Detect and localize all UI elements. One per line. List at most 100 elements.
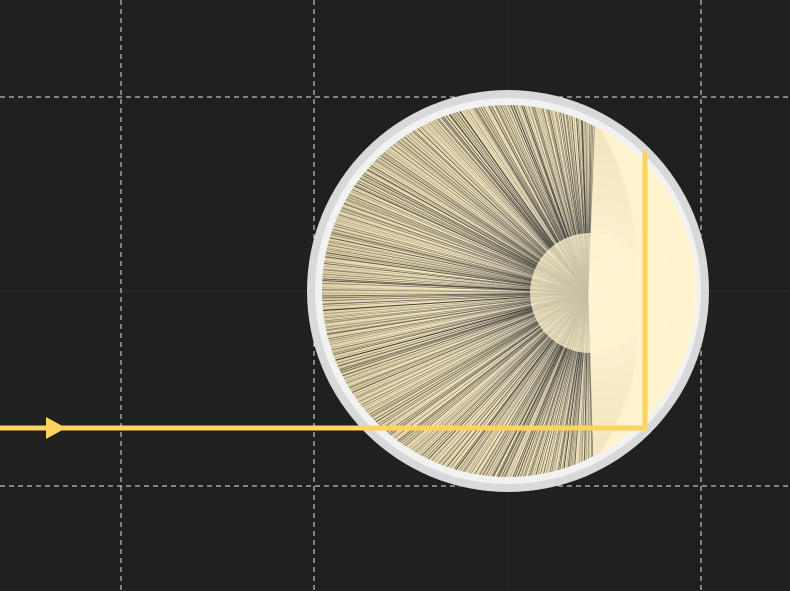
- fiber-line: [322, 163, 589, 294]
- fiber-line: [356, 105, 589, 294]
- fiber-line: [322, 292, 589, 409]
- fiber-line: [420, 292, 589, 477]
- fiber-line: [469, 292, 589, 477]
- fiber-line: [509, 292, 589, 477]
- lens-bright-crescent: [600, 128, 697, 454]
- fiber-line: [322, 292, 589, 415]
- lens-fiber-bundle: [322, 105, 650, 477]
- fiber-line: [492, 292, 589, 477]
- light-beam: [0, 152, 648, 431]
- fiber-line: [533, 105, 589, 294]
- fiber-line: [361, 105, 589, 294]
- fiber-line: [322, 292, 589, 327]
- fiber-line: [322, 292, 589, 357]
- fiber-line: [322, 292, 589, 477]
- fiber-line: [376, 292, 589, 477]
- fiber-line: [449, 292, 589, 477]
- fiber-line: [383, 105, 589, 294]
- fiber-line: [348, 292, 589, 477]
- fiber-line: [322, 239, 589, 294]
- fiber-line: [371, 105, 589, 294]
- fiber-line: [322, 105, 589, 294]
- fiber-line: [322, 292, 589, 370]
- fiber-line: [390, 105, 589, 294]
- fiber-line: [322, 152, 589, 294]
- fiber-line: [448, 105, 589, 294]
- light-path: [0, 152, 648, 439]
- fiber-line: [449, 292, 589, 477]
- fiber-line: [322, 292, 589, 416]
- fiber-line: [516, 105, 589, 294]
- fiber-line: [334, 292, 589, 477]
- fiber-line: [322, 166, 589, 294]
- fiber-line: [322, 280, 589, 294]
- fiber-line: [322, 292, 589, 392]
- fiber-line: [407, 292, 589, 477]
- fiber-line: [322, 212, 589, 294]
- fiber-line: [411, 292, 589, 477]
- lens: [307, 90, 709, 492]
- fiber-line: [341, 292, 589, 477]
- fiber-line: [380, 292, 589, 477]
- fiber-line: [335, 105, 589, 294]
- fiber-line: [322, 257, 589, 294]
- fiber-line: [322, 242, 589, 294]
- lens-fill: [322, 105, 694, 477]
- fiber-line: [479, 105, 589, 294]
- fiber-line: [322, 292, 589, 309]
- fiber-line: [329, 292, 589, 477]
- fiber-line: [322, 292, 589, 433]
- fiber-line: [322, 292, 589, 317]
- fiber-line: [503, 105, 589, 294]
- fiber-line: [489, 292, 589, 477]
- fiber-line: [322, 292, 589, 359]
- focus-glow: [530, 233, 650, 353]
- fiber-line: [322, 292, 589, 367]
- arrow-head-icon: [46, 417, 66, 439]
- fiber-line: [350, 105, 589, 294]
- fiber-line: [322, 292, 589, 321]
- fiber-line: [322, 182, 589, 294]
- fiber-line: [410, 292, 589, 477]
- fiber-line: [322, 194, 589, 294]
- fiber-line: [482, 292, 589, 477]
- fiber-line: [322, 271, 589, 294]
- fiber-line: [322, 245, 589, 294]
- fiber-line: [452, 105, 589, 294]
- fiber-line: [502, 292, 589, 477]
- fiber-line: [323, 105, 589, 294]
- fiber-line: [395, 292, 589, 477]
- fiber-line: [519, 292, 589, 477]
- fiber-line: [325, 292, 589, 477]
- fiber-line: [470, 292, 589, 477]
- fiber-line: [348, 105, 589, 294]
- fiber-line: [408, 105, 589, 294]
- fiber-line: [528, 292, 589, 477]
- fiber-line: [322, 200, 589, 294]
- fiber-line: [322, 292, 589, 424]
- fiber-line: [322, 292, 589, 333]
- fiber-line: [353, 105, 589, 294]
- fiber-line: [471, 105, 589, 294]
- fiber-line: [499, 105, 589, 294]
- fiber-line: [497, 292, 589, 477]
- fiber-line: [537, 105, 589, 294]
- fiber-line: [322, 292, 589, 423]
- fiber-line: [439, 292, 589, 477]
- fiber-line: [425, 292, 589, 477]
- fiber-line: [355, 292, 589, 477]
- fiber-line: [388, 105, 589, 294]
- fiber-line: [322, 223, 589, 294]
- fiber-line: [436, 292, 589, 477]
- fiber-line: [322, 292, 589, 311]
- fiber-line: [502, 105, 589, 294]
- fiber-line: [466, 105, 589, 294]
- fiber-line: [519, 105, 589, 294]
- fiber-line: [322, 287, 589, 294]
- fiber-line: [417, 292, 589, 477]
- fiber-line: [322, 292, 589, 354]
- fiber-line: [322, 208, 589, 294]
- fiber-line: [492, 105, 589, 294]
